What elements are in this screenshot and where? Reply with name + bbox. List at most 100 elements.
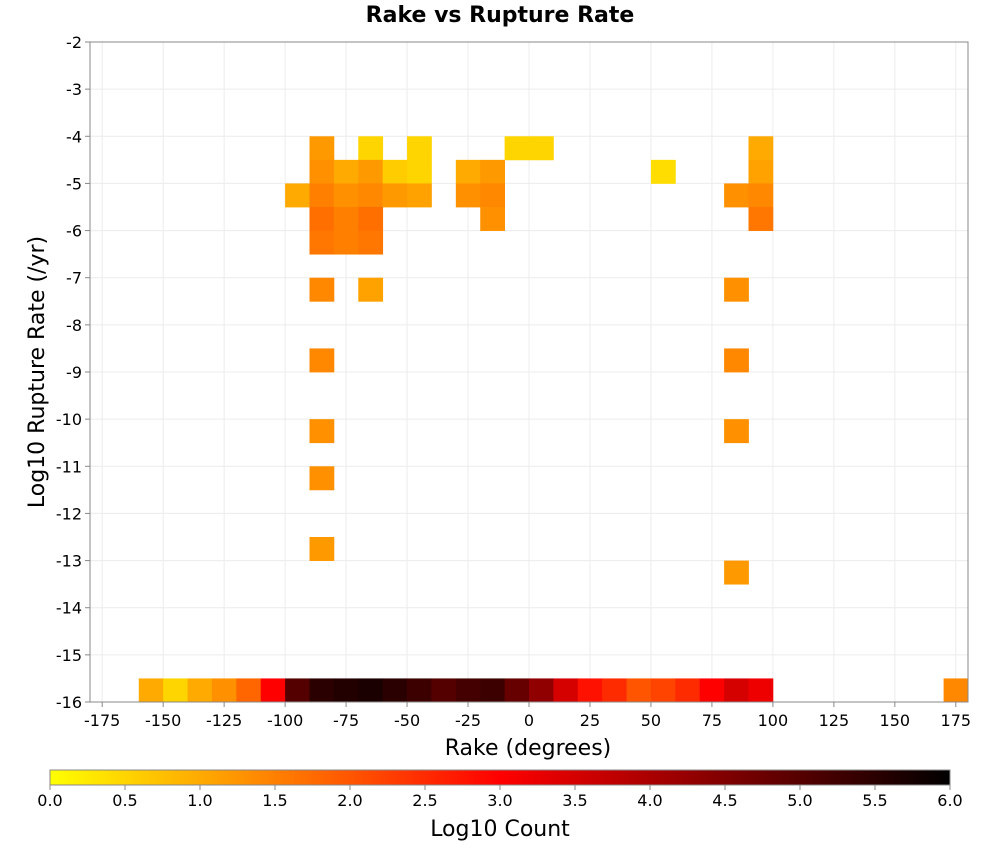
y-tick-label: -2 — [66, 33, 82, 52]
colorbar-tick-label: 0.0 — [37, 791, 62, 810]
colorbar-tick-label: 2.5 — [412, 791, 437, 810]
x-tick-label: -50 — [394, 711, 420, 730]
heatmap-cell — [358, 207, 384, 231]
x-tick-label: -175 — [84, 711, 120, 730]
colorbar-tick-label: 1.5 — [262, 791, 287, 810]
colorbar-tick-label: 4.0 — [637, 791, 662, 810]
heatmap-cell — [675, 678, 701, 703]
heatmap-cell — [333, 678, 359, 703]
heatmap-cell — [309, 348, 335, 373]
heatmap-cell — [480, 159, 506, 184]
x-tick-label: -150 — [145, 711, 181, 730]
heatmap-cell — [309, 678, 335, 703]
heatmap-cell — [455, 678, 481, 703]
heatmap-cell — [407, 183, 432, 208]
heatmap-cell — [724, 419, 749, 444]
heatmap-cell — [309, 419, 335, 444]
x-axis-ticks: -175 -150 -125 -100 -75 -50 -25 0 25 50 75 100 125 15… — [84, 702, 971, 730]
x-tick-label: -25 — [455, 711, 481, 730]
y-tick-label: -16 — [56, 693, 82, 712]
heatmap-cell — [602, 678, 627, 703]
x-tick-label: 150 — [880, 711, 911, 730]
y-tick-label: -8 — [66, 316, 82, 335]
x-tick-label: 50 — [641, 711, 661, 730]
heatmap-cell — [748, 207, 774, 231]
colorbar-tick-label: 6.0 — [937, 791, 962, 810]
x-tick-label: -75 — [333, 711, 359, 730]
colorbar-tick-label: 3.0 — [487, 791, 512, 810]
chart-title: Rake vs Rupture Rate — [366, 3, 635, 28]
colorbar-label: Log10 Count — [430, 817, 570, 842]
heatmap-cell — [333, 207, 359, 231]
heatmap-cell — [455, 159, 481, 184]
heatmap-cell — [358, 136, 384, 161]
y-tick-label: -14 — [56, 599, 82, 618]
heatmap-cell — [309, 277, 335, 302]
colorbar-tick-label: 4.5 — [712, 791, 737, 810]
heatmap-cell — [480, 207, 506, 231]
heatmap-cell — [724, 183, 749, 208]
colorbar-tick-label: 0.5 — [112, 791, 137, 810]
heatmap-cell — [724, 277, 749, 302]
heatmap-cell — [748, 136, 774, 161]
heatmap-cell — [504, 136, 530, 161]
heatmap-cell — [382, 183, 408, 208]
colorbar-tick-label: 5.0 — [787, 791, 812, 810]
heatmap-cell — [724, 560, 749, 585]
heatmap-cell — [309, 207, 335, 231]
heatmap-cell — [309, 230, 335, 255]
x-axis-label: Rake (degrees) — [445, 736, 612, 761]
x-tick-label: 25 — [580, 711, 600, 730]
y-tick-label: -4 — [66, 127, 82, 146]
x-tick-label: -125 — [206, 711, 242, 730]
x-tick-label: 75 — [702, 711, 722, 730]
y-axis-ticks: -2 -3 -4 -5 -6 -7 -8 -9 -10 -11 -12 -13 -14 -15 -16 — [56, 33, 90, 712]
heatmap-cell — [382, 159, 408, 184]
heatmap-cell — [407, 678, 432, 703]
heatmap-cell — [309, 466, 335, 491]
heatmap-cell — [724, 348, 749, 373]
colorbar-tick-label: 5.5 — [862, 791, 887, 810]
heatmap-cell — [358, 678, 384, 703]
heatmap-cell — [748, 183, 774, 208]
x-tick-label: 0 — [524, 711, 534, 730]
y-tick-label: -12 — [56, 504, 82, 523]
heatmap-cells — [138, 136, 969, 703]
heatmap-cell — [285, 678, 310, 703]
heatmap-cell — [724, 678, 749, 703]
heatmap-cell — [358, 277, 384, 302]
y-axis-label: Log10 Rupture Rate (/yr) — [25, 236, 50, 508]
heatmap-cell — [553, 678, 579, 703]
heatmap-cell — [748, 159, 774, 184]
y-tick-label: -3 — [66, 80, 82, 99]
y-tick-label: -10 — [56, 410, 82, 429]
heatmap-cell — [699, 678, 725, 703]
heatmap-cell — [236, 678, 262, 703]
heatmap-cell — [187, 678, 213, 703]
heatmap-cell — [748, 678, 774, 703]
x-tick-label: 175 — [941, 711, 972, 730]
heatmap-cell — [382, 678, 408, 703]
colorbar-tick-label: 2.0 — [337, 791, 362, 810]
colorbar — [49, 769, 951, 786]
heatmap-cell — [480, 183, 506, 208]
heatmap-cell — [455, 183, 481, 208]
heatmap-cell — [480, 678, 506, 703]
colorbar-ticks: 0.0 0.5 1.0 1.5 2.0 2.5 3.0 3.5 4.0 4.5 5.0 5.5 6.0 — [37, 785, 963, 810]
heatmap-cell — [504, 678, 530, 703]
grid-lines — [90, 41, 968, 703]
heatmap-cell — [626, 678, 652, 703]
x-tick-label: -100 — [267, 711, 303, 730]
heatmap-cell — [285, 183, 310, 208]
x-tick-label: 100 — [758, 711, 789, 730]
colorbar-tick-label: 1.0 — [187, 791, 212, 810]
heatmap-cell — [358, 159, 384, 184]
y-tick-label: -7 — [66, 269, 82, 288]
colorbar-tick-label: 3.5 — [562, 791, 587, 810]
heatmap-cell — [407, 136, 432, 161]
heatmap-cell — [529, 136, 554, 161]
y-tick-label: -5 — [66, 174, 82, 193]
heatmap-cell — [358, 230, 384, 255]
heatmap-cell — [138, 678, 164, 703]
